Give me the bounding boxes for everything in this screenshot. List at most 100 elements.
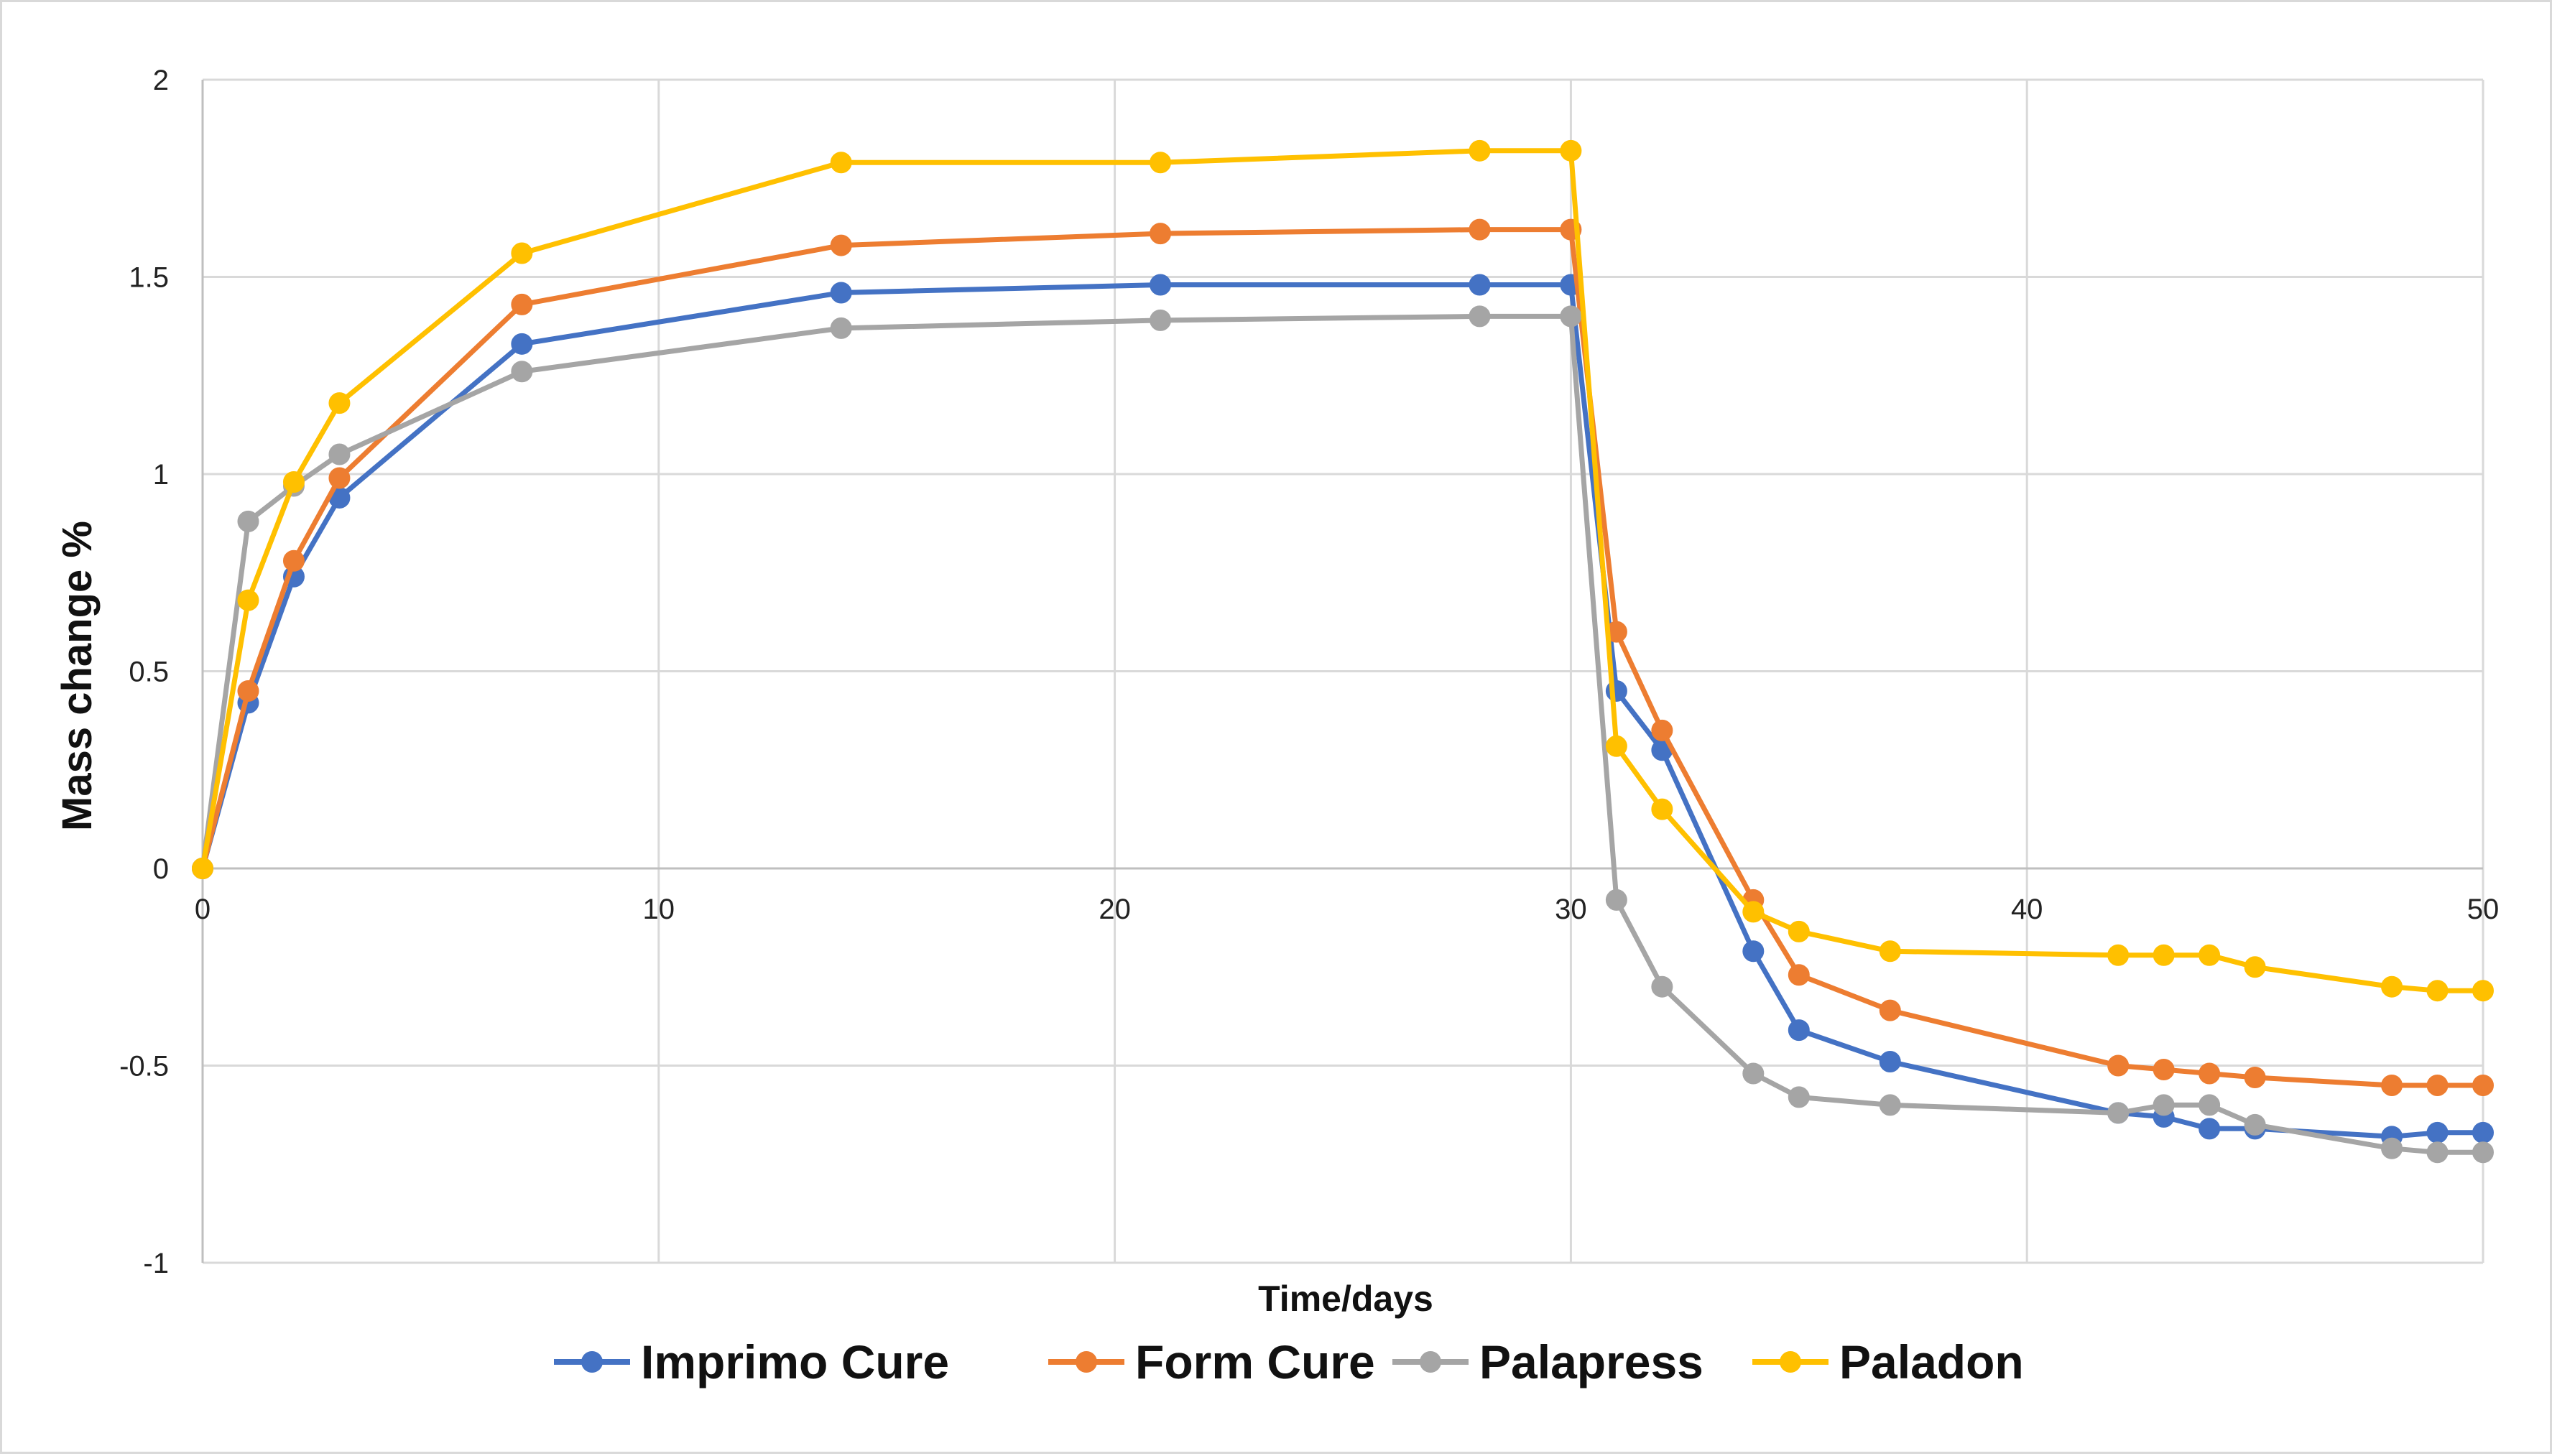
data-point-paladon: [2381, 975, 2403, 998]
legend-swatch-marker: [581, 1351, 603, 1373]
data-point-paladon: [282, 470, 305, 493]
series-palapress: [192, 305, 2494, 1164]
data-point-palapress: [2426, 1141, 2449, 1164]
data-point-palapress: [2381, 1137, 2403, 1159]
legend-item-paladon: Paladon: [1752, 1335, 2024, 1388]
data-point-form-cure: [1651, 719, 1673, 741]
y-tick-label: 1.5: [129, 262, 169, 294]
legend-label-paladon: Paladon: [1839, 1335, 2024, 1388]
data-point-form-cure: [1788, 964, 1810, 986]
data-point-palapress: [2153, 1094, 2175, 1116]
legend-item-form-cure: Form Cure: [1048, 1335, 1375, 1388]
x-tick-label: 0: [195, 894, 211, 925]
data-point-palapress: [1651, 975, 1673, 998]
data-point-paladon: [2107, 944, 2130, 966]
legend-swatch-marker: [1780, 1351, 1801, 1373]
data-point-paladon: [237, 589, 259, 611]
data-point-imprimo-cure: [2472, 1121, 2494, 1144]
data-point-palapress: [328, 443, 351, 465]
series-paladon: [192, 139, 2494, 1002]
data-point-imprimo-cure: [830, 282, 852, 304]
data-point-palapress: [2199, 1094, 2221, 1116]
data-point-palapress: [2472, 1141, 2494, 1164]
series-layer: [192, 139, 2494, 1164]
data-point-paladon: [1879, 940, 1901, 963]
data-point-palapress: [1742, 1062, 1765, 1085]
data-point-imprimo-cure: [2199, 1118, 2221, 1140]
data-point-paladon: [1651, 798, 1673, 820]
data-point-palapress: [1605, 889, 1627, 911]
legend-item-imprimo-cure: Imprimo Cure: [554, 1335, 949, 1388]
data-point-paladon: [1150, 152, 1172, 174]
data-point-imprimo-cure: [1742, 940, 1765, 963]
data-point-form-cure: [237, 680, 259, 702]
data-point-form-cure: [1879, 999, 1901, 1021]
y-tick-label: 1: [153, 459, 169, 491]
data-point-paladon: [511, 242, 533, 264]
data-point-palapress: [1879, 1094, 1901, 1116]
data-point-paladon: [1742, 901, 1765, 923]
data-point-paladon: [830, 152, 852, 174]
data-point-palapress: [1788, 1086, 1810, 1108]
series-line-palapress: [200, 313, 2486, 1155]
data-point-form-cure: [511, 293, 533, 315]
data-point-paladon: [328, 392, 351, 414]
legend-item-palapress: Palapress: [1392, 1335, 1703, 1388]
data-point-paladon: [1605, 735, 1627, 757]
data-point-form-cure: [328, 467, 351, 489]
data-point-form-cure: [282, 550, 305, 572]
grid: [201, 78, 2484, 1264]
data-point-paladon: [2199, 944, 2221, 966]
x-axis-title: Time/days: [1258, 1279, 1433, 1319]
data-point-form-cure: [2472, 1074, 2494, 1096]
data-point-form-cure: [2426, 1074, 2449, 1096]
y-tick-label: -1: [143, 1248, 169, 1279]
data-point-form-cure: [2381, 1074, 2403, 1096]
x-tick-label: 40: [2011, 894, 2043, 925]
series-form-cure: [192, 218, 2494, 1096]
x-tick-label: 50: [2467, 894, 2500, 925]
data-point-palapress: [2244, 1113, 2266, 1136]
data-point-form-cure: [830, 234, 852, 256]
data-point-imprimo-cure: [2426, 1121, 2449, 1144]
data-point-paladon: [2426, 980, 2449, 1002]
data-point-imprimo-cure: [1879, 1051, 1901, 1073]
data-point-imprimo-cure: [1469, 274, 1491, 296]
data-point-paladon: [2244, 956, 2266, 978]
data-point-paladon: [1788, 920, 1810, 942]
data-point-form-cure: [1150, 223, 1172, 245]
data-point-imprimo-cure: [1788, 1019, 1810, 1042]
data-point-palapress: [511, 361, 533, 383]
data-point-palapress: [237, 510, 259, 532]
data-point-paladon: [1469, 139, 1491, 162]
y-tick-label: 0.5: [129, 657, 169, 688]
legend-label-palapress: Palapress: [1479, 1335, 1703, 1388]
x-tick-label: 10: [643, 894, 675, 925]
x-tick-label: 30: [1555, 894, 1587, 925]
legend-swatch-marker: [1420, 1351, 1441, 1373]
y-axis-title: Mass change %: [54, 521, 101, 831]
data-point-form-cure: [2153, 1058, 2175, 1080]
series-line-imprimo-cure: [200, 282, 2486, 1139]
data-point-paladon: [1560, 139, 1582, 162]
data-point-form-cure: [2107, 1054, 2130, 1077]
axes: [201, 80, 2483, 1263]
data-point-imprimo-cure: [1150, 274, 1172, 296]
y-tick-label: 0: [153, 853, 169, 885]
data-point-form-cure: [1469, 218, 1491, 241]
legend-label-imprimo-cure: Imprimo Cure: [641, 1335, 949, 1388]
data-point-paladon: [192, 858, 213, 879]
legend-swatch-marker: [1076, 1351, 1097, 1373]
data-point-palapress: [1469, 305, 1491, 328]
y-tick-label: 2: [153, 65, 169, 96]
data-point-form-cure: [2244, 1066, 2266, 1088]
x-tick-label: 20: [1099, 894, 1131, 925]
data-point-imprimo-cure: [511, 333, 533, 355]
data-point-palapress: [1560, 305, 1582, 328]
tick-labels: 2 1.5 1 0.5 0 -0.5 -1 0 10 20 30 40 50: [119, 65, 2499, 1279]
series-imprimo-cure: [192, 274, 2494, 1148]
legend: Imprimo Cure Form Cure Palapress Paladon: [554, 1335, 2024, 1388]
data-point-paladon: [2472, 980, 2494, 1002]
